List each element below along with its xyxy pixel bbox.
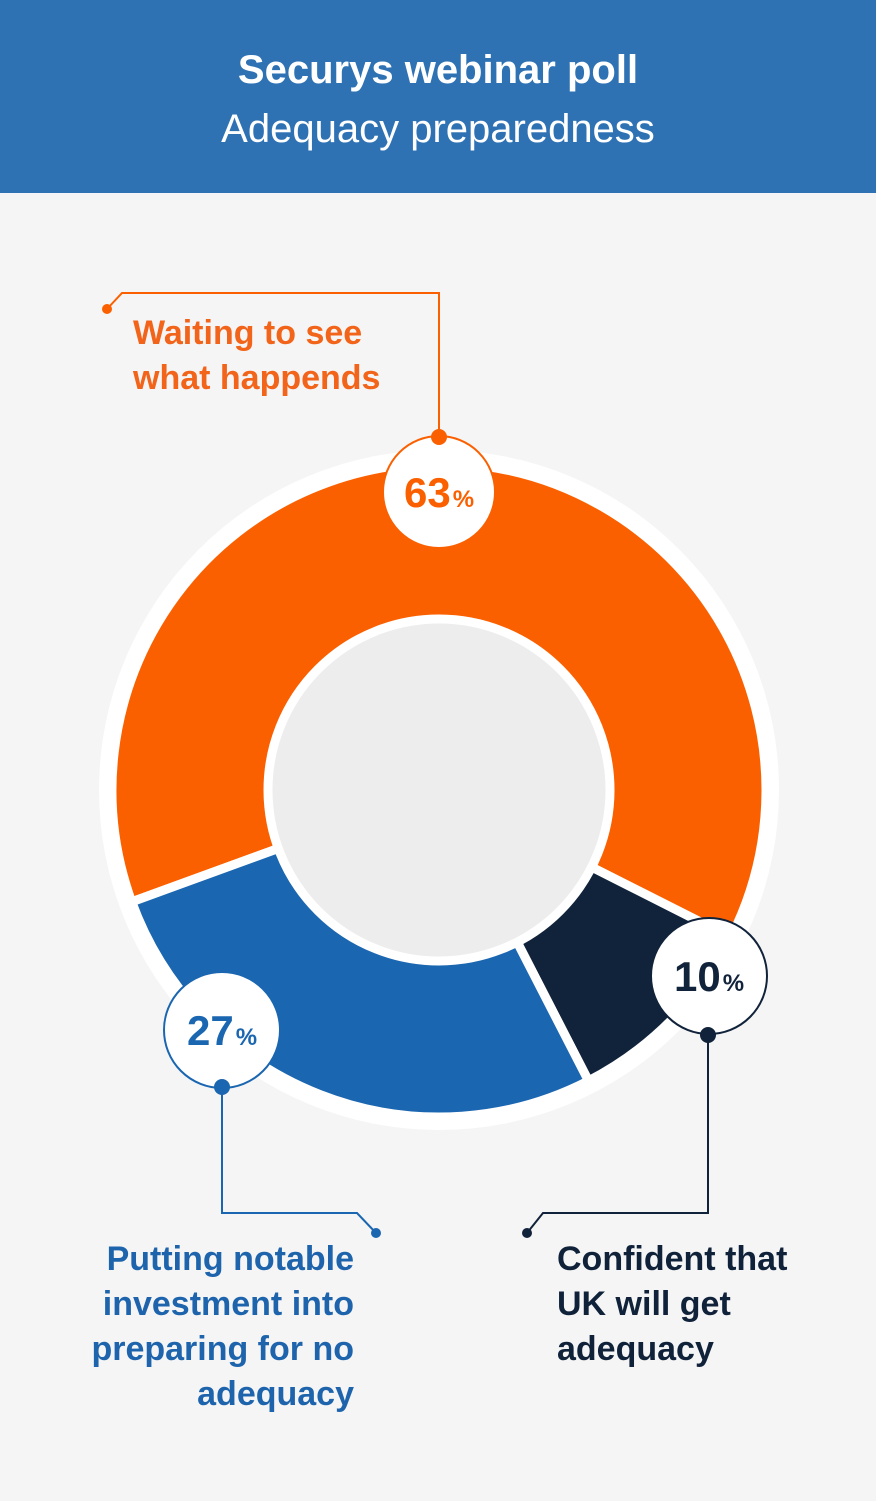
- leader-line-2: [221, 1087, 377, 1234]
- page-title: Securys webinar poll: [237, 48, 639, 92]
- label-investment: Putting notable investment into preparin…: [91, 1240, 354, 1413]
- label-waiting: Waiting to see what happends: [133, 314, 381, 397]
- leader-line-1: [526, 1035, 709, 1234]
- badge-dot-0: [431, 429, 447, 445]
- page-subtitle: Adequacy preparedness: [221, 107, 655, 151]
- donut-center: [263, 614, 615, 966]
- header-banner: Securys webinar poll Adequacy preparedne…: [0, 0, 876, 193]
- leader-dot-2: [371, 1228, 381, 1238]
- value-label-2: 27%: [187, 1007, 257, 1054]
- value-label-1: 10%: [674, 953, 744, 1000]
- badge-dot-2: [214, 1079, 230, 1095]
- leader-dot-0: [102, 304, 112, 314]
- leader-dot-1: [522, 1228, 532, 1238]
- label-confident: Confident that UK will get adequacy: [557, 1240, 788, 1368]
- value-label-0: 63%: [404, 469, 474, 516]
- leader-line-0: [106, 292, 440, 437]
- badge-dot-1: [700, 1027, 716, 1043]
